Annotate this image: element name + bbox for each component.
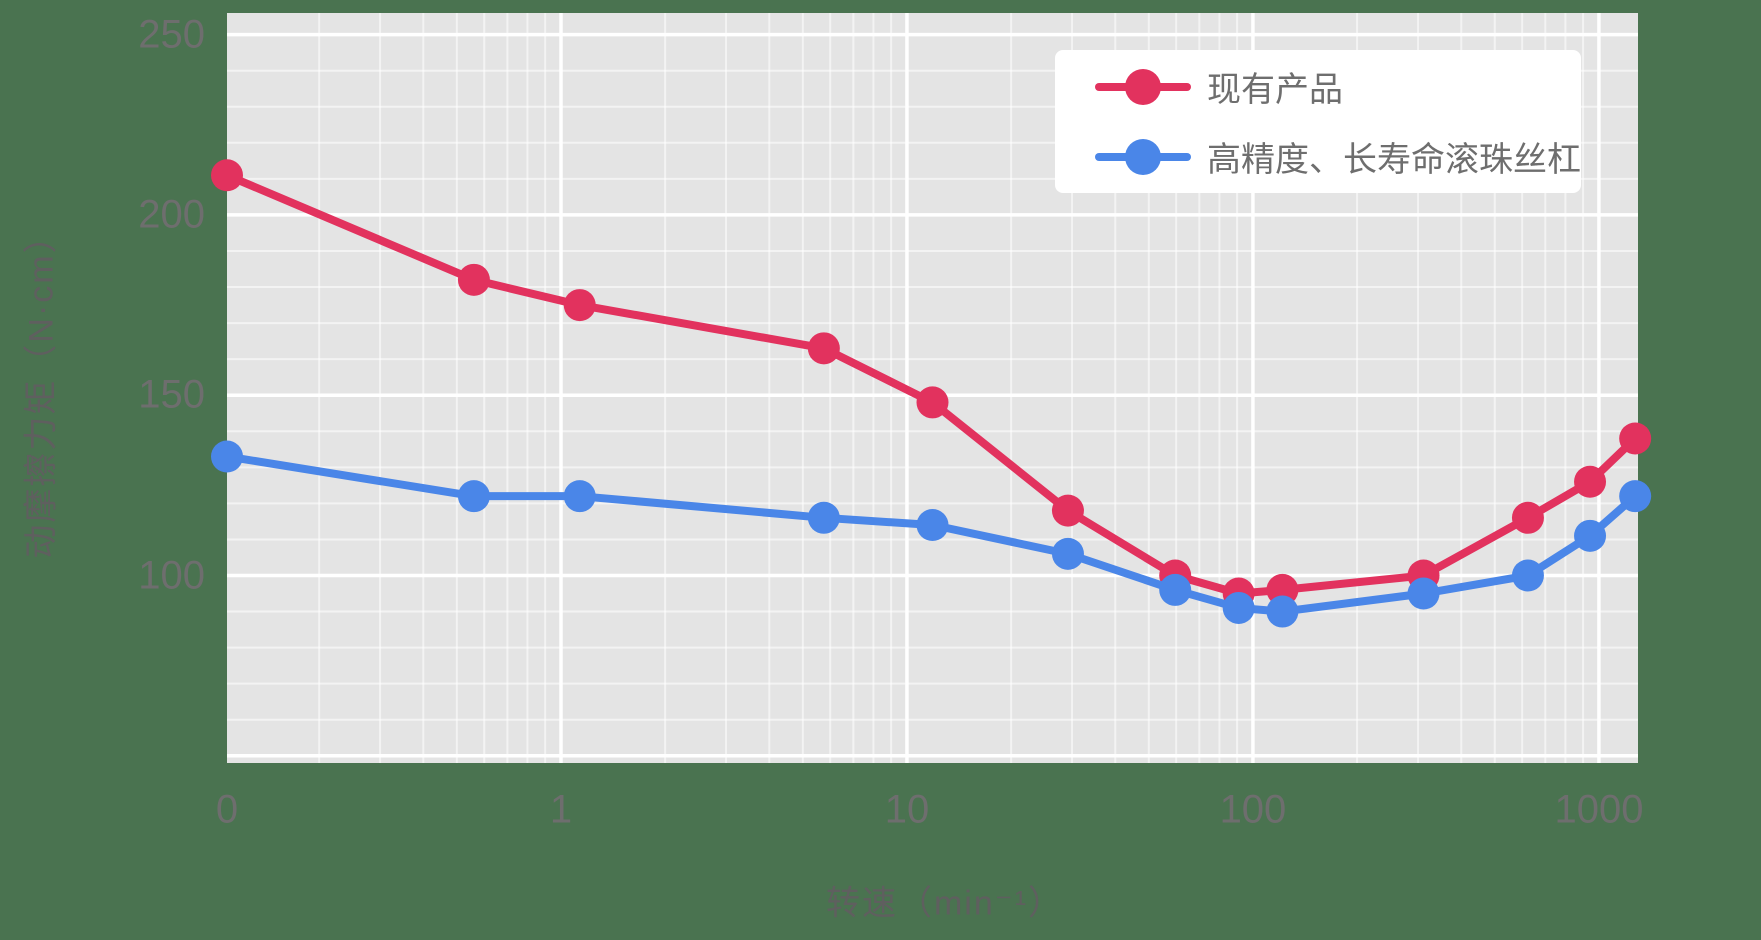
data-point-0-1 <box>457 263 490 296</box>
data-point-1-3 <box>807 501 840 534</box>
y-tick-label-200: 200 <box>138 192 205 237</box>
data-point-0-2 <box>563 289 596 322</box>
data-point-0-0 <box>211 159 243 192</box>
data-point-1-10 <box>1511 559 1544 592</box>
series-marker-icon <box>1095 138 1191 176</box>
legend-item-ball-screw: 高精度、长寿命滚珠丝杠 <box>1095 137 1581 179</box>
x-tick-label-1: 1 <box>549 787 573 832</box>
data-point-0-4 <box>916 386 949 419</box>
data-point-0-5 <box>1051 494 1084 527</box>
legend-dot-red <box>1125 68 1161 105</box>
data-point-1-8 <box>1266 595 1299 628</box>
series-marker-icon <box>1095 68 1191 106</box>
data-point-1-9 <box>1407 577 1440 610</box>
data-point-1-12 <box>1619 480 1652 513</box>
data-point-1-4 <box>916 509 949 542</box>
x-tick-label-100: 100 <box>1219 787 1287 832</box>
data-point-0-10 <box>1511 501 1544 534</box>
data-point-1-0 <box>211 440 243 473</box>
y-tick-label-150: 150 <box>138 372 205 417</box>
x-tick-label-10: 10 <box>884 787 930 832</box>
legend: 现有产品 高精度、长寿命滚珠丝杠 <box>1055 50 1581 193</box>
data-point-1-2 <box>563 480 596 513</box>
legend-item-existing-product: 现有产品 <box>1095 67 1581 109</box>
data-point-0-12 <box>1619 422 1652 455</box>
x-axis-title: 转速（min⁻¹） <box>825 884 1065 923</box>
data-point-1-11 <box>1574 519 1607 552</box>
legend-label-ball-screw: 高精度、长寿命滚珠丝杠 <box>1207 141 1581 179</box>
data-point-0-3 <box>807 332 840 365</box>
legend-label-existing-product: 现有产品 <box>1207 71 1343 109</box>
data-point-1-6 <box>1159 573 1192 606</box>
data-point-1-7 <box>1222 591 1255 624</box>
y-tick-label-100: 100 <box>138 553 205 597</box>
x-tick-label-0: 0 <box>215 787 239 832</box>
y-tick-label-250: 250 <box>138 12 205 57</box>
data-point-1-5 <box>1051 537 1084 570</box>
legend-dot-blue <box>1125 138 1161 175</box>
x-tick-label-1000: 1000 <box>1554 787 1644 832</box>
data-point-1-1 <box>457 480 490 513</box>
data-point-0-11 <box>1574 465 1607 498</box>
